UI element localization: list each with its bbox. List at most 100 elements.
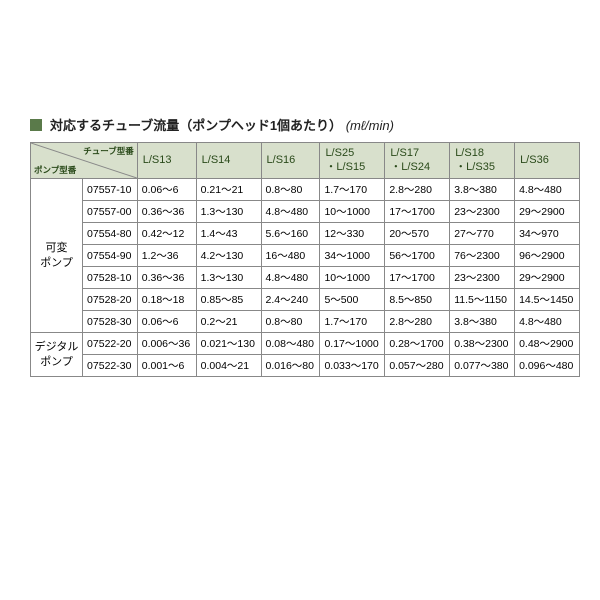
value-cell: 23～2300 [450, 267, 515, 289]
col-header: L/S13 [137, 143, 196, 179]
model-cell: 07528-30 [83, 311, 138, 333]
value-cell: 0.06～6 [137, 179, 196, 201]
value-cell: 5～500 [320, 289, 385, 311]
value-cell: 0.17～1000 [320, 333, 385, 355]
value-cell: 56～1700 [385, 245, 450, 267]
value-cell: 0.85～85 [196, 289, 261, 311]
value-cell: 0.36～36 [137, 201, 196, 223]
value-cell: 0.38～2300 [450, 333, 515, 355]
value-cell: 29～2900 [515, 201, 580, 223]
table-row: デジタルポンプ07522-200.006～360.021～1300.08～480… [31, 333, 580, 355]
value-cell: 1.4～43 [196, 223, 261, 245]
value-cell: 4.8～480 [261, 201, 320, 223]
value-cell: 0.021～130 [196, 333, 261, 355]
value-cell: 1.3～130 [196, 201, 261, 223]
value-cell: 14.5～1450 [515, 289, 580, 311]
value-cell: 4.2～130 [196, 245, 261, 267]
value-cell: 0.033～170 [320, 355, 385, 377]
value-cell: 0.06～6 [137, 311, 196, 333]
value-cell: 0.8～80 [261, 179, 320, 201]
value-cell: 0.004～21 [196, 355, 261, 377]
table-row: 07554-800.42～121.4～435.6～16012～33020～570… [31, 223, 580, 245]
title-row: 対応するチューブ流量（ポンプヘッド1個あたり） (mℓ/min) [30, 115, 580, 134]
model-cell: 07554-90 [83, 245, 138, 267]
value-cell: 0.006～36 [137, 333, 196, 355]
value-cell: 0.21～21 [196, 179, 261, 201]
value-cell: 0.2～21 [196, 311, 261, 333]
unit-text: (mℓ/min) [346, 118, 394, 133]
value-cell: 20～570 [385, 223, 450, 245]
model-cell: 07554-80 [83, 223, 138, 245]
col-header: L/S18・L/S35 [450, 143, 515, 179]
value-cell: 0.8～80 [261, 311, 320, 333]
value-cell: 5.6～160 [261, 223, 320, 245]
model-cell: 07528-10 [83, 267, 138, 289]
category-cell: デジタルポンプ [31, 333, 83, 377]
table-row: 07554-901.2～364.2～13016～48034～100056～170… [31, 245, 580, 267]
value-cell: 0.48～2900 [515, 333, 580, 355]
value-cell: 34～1000 [320, 245, 385, 267]
value-cell: 0.016～80 [261, 355, 320, 377]
table-row: 07528-100.36～361.3～1304.8～48010～100017～1… [31, 267, 580, 289]
value-cell: 0.36～36 [137, 267, 196, 289]
diag-header: チューブ型番 ポンプ型番 [31, 143, 138, 179]
value-cell: 3.8～380 [450, 179, 515, 201]
value-cell: 2.4～240 [261, 289, 320, 311]
value-cell: 17～1700 [385, 201, 450, 223]
title-text: 対応するチューブ流量（ポンプヘッド1個あたり） [50, 118, 342, 133]
header-row: チューブ型番 ポンプ型番 L/S13 L/S14 L/S16 L/S25・L/S… [31, 143, 580, 179]
value-cell: 0.42～12 [137, 223, 196, 245]
diag-top: チューブ型番 [83, 145, 134, 157]
value-cell: 2.8～280 [385, 311, 450, 333]
value-cell: 0.057～280 [385, 355, 450, 377]
model-cell: 07528-20 [83, 289, 138, 311]
value-cell: 12～330 [320, 223, 385, 245]
table-row: 可変ポンプ07557-100.06～60.21～210.8～801.7～1702… [31, 179, 580, 201]
value-cell: 3.8～380 [450, 311, 515, 333]
value-cell: 1.7～170 [320, 311, 385, 333]
page-title: 対応するチューブ流量（ポンプヘッド1個あたり） (mℓ/min) [50, 115, 394, 134]
value-cell: 11.5～1150 [450, 289, 515, 311]
diag-bot: ポンプ型番 [34, 164, 76, 176]
value-cell: 76～2300 [450, 245, 515, 267]
col-header: L/S17・L/S24 [385, 143, 450, 179]
value-cell: 4.8～480 [261, 267, 320, 289]
value-cell: 8.5～850 [385, 289, 450, 311]
value-cell: 0.096～480 [515, 355, 580, 377]
value-cell: 16～480 [261, 245, 320, 267]
value-cell: 10～1000 [320, 201, 385, 223]
value-cell: 23～2300 [450, 201, 515, 223]
value-cell: 0.077～380 [450, 355, 515, 377]
value-cell: 0.001～6 [137, 355, 196, 377]
value-cell: 1.2～36 [137, 245, 196, 267]
value-cell: 0.18～18 [137, 289, 196, 311]
value-cell: 27～770 [450, 223, 515, 245]
category-cell: 可変ポンプ [31, 179, 83, 333]
value-cell: 4.8～480 [515, 179, 580, 201]
value-cell: 4.8～480 [515, 311, 580, 333]
value-cell: 1.7～170 [320, 179, 385, 201]
value-cell: 0.28～1700 [385, 333, 450, 355]
table-row: 07522-300.001～60.004～210.016～800.033～170… [31, 355, 580, 377]
value-cell: 2.8～280 [385, 179, 450, 201]
value-cell: 17～1700 [385, 267, 450, 289]
col-header: L/S14 [196, 143, 261, 179]
value-cell: 96～2900 [515, 245, 580, 267]
value-cell: 0.08～480 [261, 333, 320, 355]
value-cell: 10～1000 [320, 267, 385, 289]
value-cell: 34～970 [515, 223, 580, 245]
bullet-icon [30, 119, 42, 131]
table-row: 07557-000.36～361.3～1304.8～48010～100017～1… [31, 201, 580, 223]
model-cell: 07522-20 [83, 333, 138, 355]
col-header: L/S16 [261, 143, 320, 179]
value-cell: 1.3～130 [196, 267, 261, 289]
model-cell: 07557-00 [83, 201, 138, 223]
value-cell: 29～2900 [515, 267, 580, 289]
table-row: 07528-300.06～60.2～210.8～801.7～1702.8～280… [31, 311, 580, 333]
table-row: 07528-200.18～180.85～852.4～2405～5008.5～85… [31, 289, 580, 311]
model-cell: 07522-30 [83, 355, 138, 377]
col-header: L/S36 [515, 143, 580, 179]
col-header: L/S25・L/S15 [320, 143, 385, 179]
model-cell: 07557-10 [83, 179, 138, 201]
flow-table: チューブ型番 ポンプ型番 L/S13 L/S14 L/S16 L/S25・L/S… [30, 142, 580, 377]
